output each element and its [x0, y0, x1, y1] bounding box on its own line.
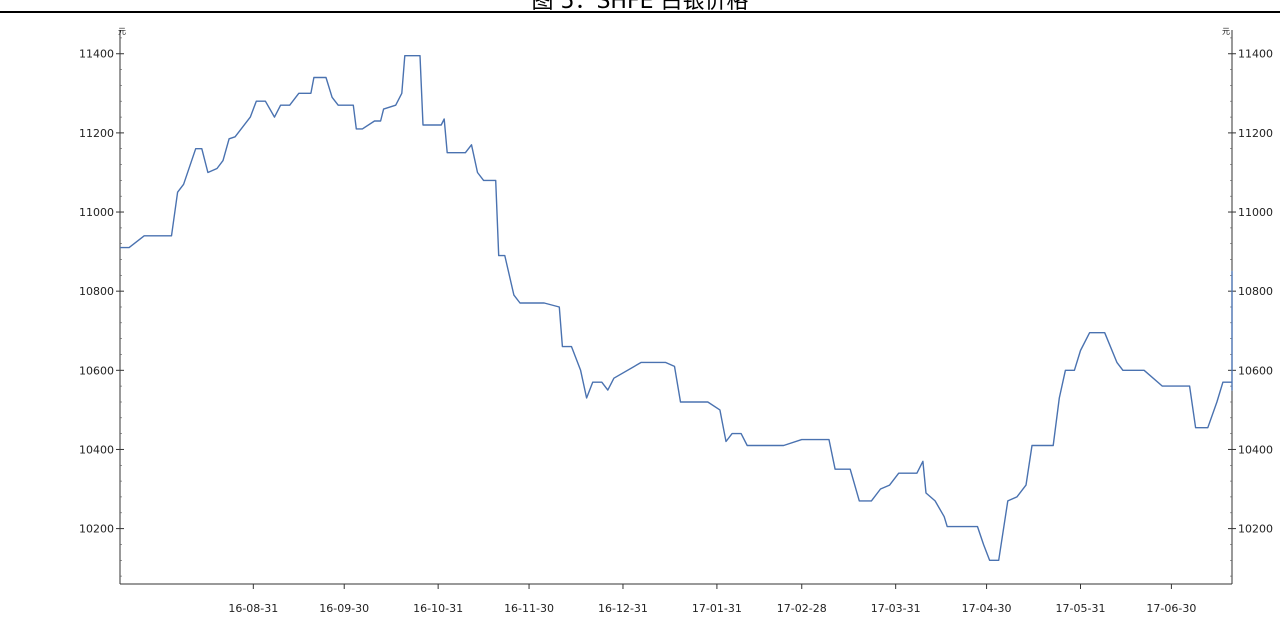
x-tick-label: 17-05-31: [1056, 602, 1106, 615]
x-ticks: 16-08-31 16-09-30 16-10-31 16-11-30 16-12-31…: [228, 584, 1196, 615]
y-tick-label-right: 11200: [1238, 127, 1273, 140]
x-tick-label: 16-10-31: [413, 602, 463, 615]
x-tick-label: 17-01-31: [692, 602, 742, 615]
y-tick-label-left: 10400: [79, 443, 114, 456]
page-title: 图 5：SHFE 白银价格: [531, 0, 749, 14]
series-line: [120, 55, 1233, 561]
top-divider: [0, 11, 1280, 13]
y-tick-label-right: 10400: [1238, 443, 1273, 456]
x-tick-label: 16-11-30: [504, 602, 554, 615]
x-tick-label: 16-08-31: [228, 602, 278, 615]
minor-ticks: [120, 37, 1232, 577]
y-axis-unit-right: 元: [1222, 27, 1230, 36]
y-tick-label-left: 10600: [79, 364, 114, 377]
y-tick-label-right: 11000: [1238, 206, 1273, 219]
y-tick-label-left: 10800: [79, 285, 114, 298]
y-axis-unit-left: 元: [118, 27, 126, 36]
x-tick-label: 16-09-30: [319, 602, 369, 615]
y-tick-label-left: 11200: [79, 127, 114, 140]
y-tick-label-right: 10600: [1238, 364, 1273, 377]
x-tick-label: 17-03-31: [871, 602, 921, 615]
y-tick-label-left: 10200: [79, 523, 114, 536]
chart-axes: [119, 30, 1233, 585]
y-ticks: 10200 10200 10400 10400 10600 10600 10800 10800…: [79, 48, 1273, 536]
y-tick-label-left: 11400: [79, 48, 114, 61]
x-tick-label: 16-12-31: [598, 602, 648, 615]
x-tick-label: 17-04-30: [962, 602, 1012, 615]
y-tick-label-right: 10800: [1238, 285, 1273, 298]
x-tick-label: 17-02-28: [777, 602, 827, 615]
x-tick-label: 17-06-30: [1146, 602, 1196, 615]
y-tick-label-right: 10200: [1238, 523, 1273, 536]
y-tick-label-left: 11000: [79, 206, 114, 219]
y-tick-label-right: 11400: [1238, 48, 1273, 61]
